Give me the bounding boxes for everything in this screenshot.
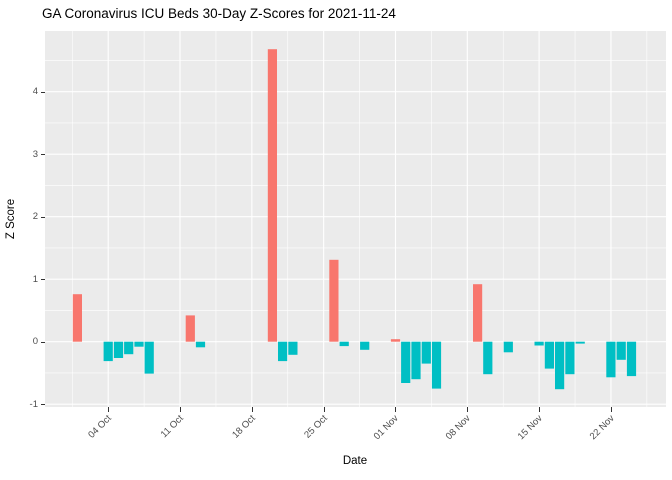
y-tick-mark: [41, 216, 45, 218]
bar: [185, 315, 195, 342]
bar: [72, 294, 82, 342]
bar: [195, 341, 206, 348]
x-tick-mark: [610, 407, 612, 412]
y-tick-label: 4: [32, 86, 38, 98]
x-axis-title: Date: [342, 455, 368, 467]
bar: [329, 259, 339, 342]
x-tick-mark: [395, 407, 397, 412]
x-tick-mark: [539, 407, 541, 412]
x-tick-mark: [467, 407, 469, 412]
bar: [473, 284, 483, 342]
bar: [144, 341, 154, 374]
bar: [575, 341, 585, 344]
x-tick-mark: [108, 407, 110, 412]
bar: [606, 341, 616, 378]
bar: [134, 341, 144, 347]
bar: [401, 341, 411, 383]
bar: [124, 341, 134, 355]
x-tick-label: 22 Nov: [587, 413, 617, 443]
y-axis-title: Z Score: [5, 198, 17, 240]
y-tick-label: 1: [32, 273, 38, 285]
x-tick-label: 18 Oct: [230, 413, 258, 441]
y-tick-label: -1: [29, 398, 38, 410]
y-tick-label: 0: [32, 336, 38, 348]
bar: [616, 341, 626, 360]
chart-title: GA Coronavirus ICU Beds 30-Day Z-Scores …: [42, 6, 396, 21]
bar: [113, 341, 124, 358]
bar: [544, 341, 554, 369]
bar: [626, 341, 637, 377]
plot-panel: [45, 31, 666, 407]
bar: [288, 341, 298, 355]
x-tick-mark: [251, 407, 253, 412]
x-tick-label: 08 Nov: [444, 413, 474, 443]
bar: [278, 341, 288, 362]
bar: [360, 341, 370, 350]
x-tick-label: 11 Oct: [158, 413, 186, 441]
bar: [483, 341, 493, 375]
x-tick-mark: [180, 407, 182, 412]
y-tick-mark: [41, 404, 45, 406]
bar: [534, 341, 544, 346]
plot-canvas: [45, 31, 666, 407]
bar: [390, 339, 401, 342]
bar: [431, 341, 442, 389]
bar: [565, 341, 575, 375]
bar: [555, 341, 565, 390]
bar: [411, 341, 421, 380]
x-tick-mark: [323, 407, 325, 412]
bar: [421, 341, 431, 364]
y-tick-mark: [41, 154, 45, 156]
bar: [103, 341, 113, 362]
bar: [267, 49, 277, 342]
bar: [339, 341, 349, 347]
y-tick-label: 3: [32, 148, 38, 160]
y-tick-label: 2: [32, 211, 38, 223]
bar: [503, 341, 513, 353]
x-tick-label: 04 Oct: [86, 413, 114, 441]
x-tick-label: 15 Nov: [515, 413, 545, 443]
y-tick-mark: [41, 91, 45, 93]
y-tick-mark: [41, 341, 45, 343]
y-tick-mark: [41, 279, 45, 281]
